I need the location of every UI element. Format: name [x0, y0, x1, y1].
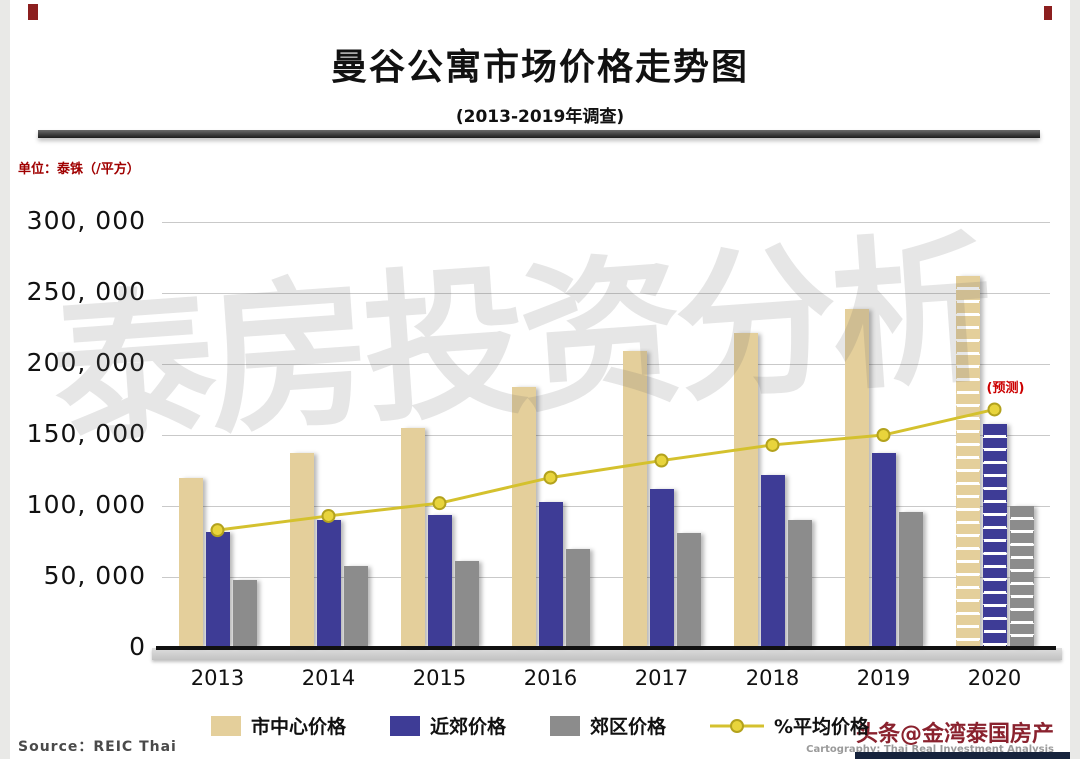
bar-市中心价格-2019: [844, 308, 869, 648]
bar-近郊价格-2020: [982, 423, 1007, 648]
y-axis: 0 50, 000 100, 000 150, 000 200, 000 250, 000…: [10, 206, 152, 661]
legend-label-average-line: %平均价格: [774, 716, 870, 738]
bar-郊区价格-2016: [565, 548, 590, 648]
bar-近郊价格-2014: [316, 520, 341, 648]
gridline: [162, 364, 1050, 365]
bar-郊区价格-2013: [232, 579, 257, 648]
gridline: [162, 293, 1050, 294]
x-tick-label-2016: 2016: [523, 666, 578, 690]
bar-市中心价格-2016: [511, 386, 536, 648]
bar-郊区价格-2014: [343, 565, 368, 648]
unit-label: 单位：泰铢（/平方）: [18, 162, 140, 177]
corner-mark-right: [1044, 6, 1052, 20]
x-tick-label-2015: 2015: [412, 666, 467, 690]
bar-郊区价格-2019: [898, 511, 923, 648]
bar-市中心价格-2015: [400, 427, 425, 648]
gridline: [162, 577, 1050, 578]
legend-item-outer-suburb: 郊区价格: [549, 712, 666, 739]
average-price-line: [210, 402, 1002, 538]
axis-base-platform: [152, 648, 1062, 660]
x-tick-label-2013: 2013: [190, 666, 245, 690]
bar-近郊价格-2017: [649, 488, 674, 648]
bar-近郊价格-2018: [760, 474, 785, 648]
publisher-credit: 头条@金湾泰国房产: [855, 722, 1054, 747]
bar-市中心价格-2014: [289, 453, 314, 648]
legend-swatch-city-center: [210, 715, 241, 736]
gridline: [162, 506, 1050, 507]
x-axis-line: [156, 646, 1056, 650]
forecast-annotation: (预测): [986, 381, 1025, 397]
bar-市中心价格-2018: [733, 332, 758, 648]
bottom-accent-bar: [855, 752, 1070, 759]
chart-title: 曼谷公寓市场价格走势图: [330, 47, 749, 88]
legend-item-average-line: %平均价格: [710, 712, 869, 739]
bar-近郊价格-2019: [871, 453, 896, 648]
x-tick-label-2017: 2017: [634, 666, 689, 690]
y-tick-label: 300, 000: [26, 206, 146, 235]
bar-近郊价格-2013: [205, 531, 230, 648]
bar-市中心价格-2013: [178, 477, 203, 648]
y-tick-label: 200, 000: [26, 348, 146, 377]
chart-region: 0 50, 000 100, 000 150, 000 200, 000 250, 000…: [10, 206, 1070, 692]
cartography-credit: Cartography: Thai Real Investment Analys…: [806, 744, 1054, 755]
average-line-icon: [710, 717, 764, 735]
y-tick-label: 0: [129, 632, 146, 661]
bar-近郊价格-2015: [427, 514, 452, 648]
source-credit: Source：REIC Thai: [18, 739, 177, 755]
page-canvas: 曼谷公寓市场价格走势图 (2013-2019年调查) 单位：泰铢（/平方） 0 5…: [10, 0, 1070, 759]
gridline: [162, 222, 1050, 223]
y-tick-label: 50, 000: [43, 561, 146, 590]
bar-郊区价格-2018: [787, 520, 812, 648]
legend-label-outer-suburb: 郊区价格: [589, 716, 666, 738]
x-tick-label-2020: 2020: [967, 666, 1022, 690]
legend-swatch-outer-suburb: [549, 715, 580, 736]
chart-subtitle: (2013-2019年调查): [455, 107, 625, 127]
bar-郊区价格-2015: [454, 561, 479, 648]
legend-label-city-center: 市中心价格: [250, 716, 346, 738]
plot-area: (预测): [152, 222, 1062, 660]
bar-市中心价格-2020: [955, 275, 980, 648]
y-tick-label: 150, 000: [26, 419, 146, 448]
legend-item-near-suburb: 近郊价格: [389, 712, 506, 739]
title-divider: [38, 130, 1040, 138]
x-tick-label-2014: 2014: [301, 666, 356, 690]
legend-label-near-suburb: 近郊价格: [429, 716, 506, 738]
corner-mark-left: [28, 4, 38, 20]
bar-市中心价格-2017: [622, 351, 647, 648]
bar-近郊价格-2016: [538, 501, 563, 648]
bar-郊区价格-2017: [676, 532, 701, 648]
gridline: [162, 435, 1050, 436]
x-axis-labels: 2013 2014 2015 2016 2017 2018 2019 2020: [162, 666, 1050, 696]
legend-swatch-near-suburb: [389, 715, 420, 736]
y-tick-label: 100, 000: [26, 490, 146, 519]
legend: 市中心价格 近郊价格 郊区价格 %平均价格: [10, 712, 1070, 739]
y-tick-label: 250, 000: [26, 277, 146, 306]
x-tick-label-2018: 2018: [745, 666, 800, 690]
bar-郊区价格-2020: [1009, 506, 1034, 648]
legend-item-city-center: 市中心价格: [210, 712, 346, 739]
x-tick-label-2019: 2019: [856, 666, 911, 690]
